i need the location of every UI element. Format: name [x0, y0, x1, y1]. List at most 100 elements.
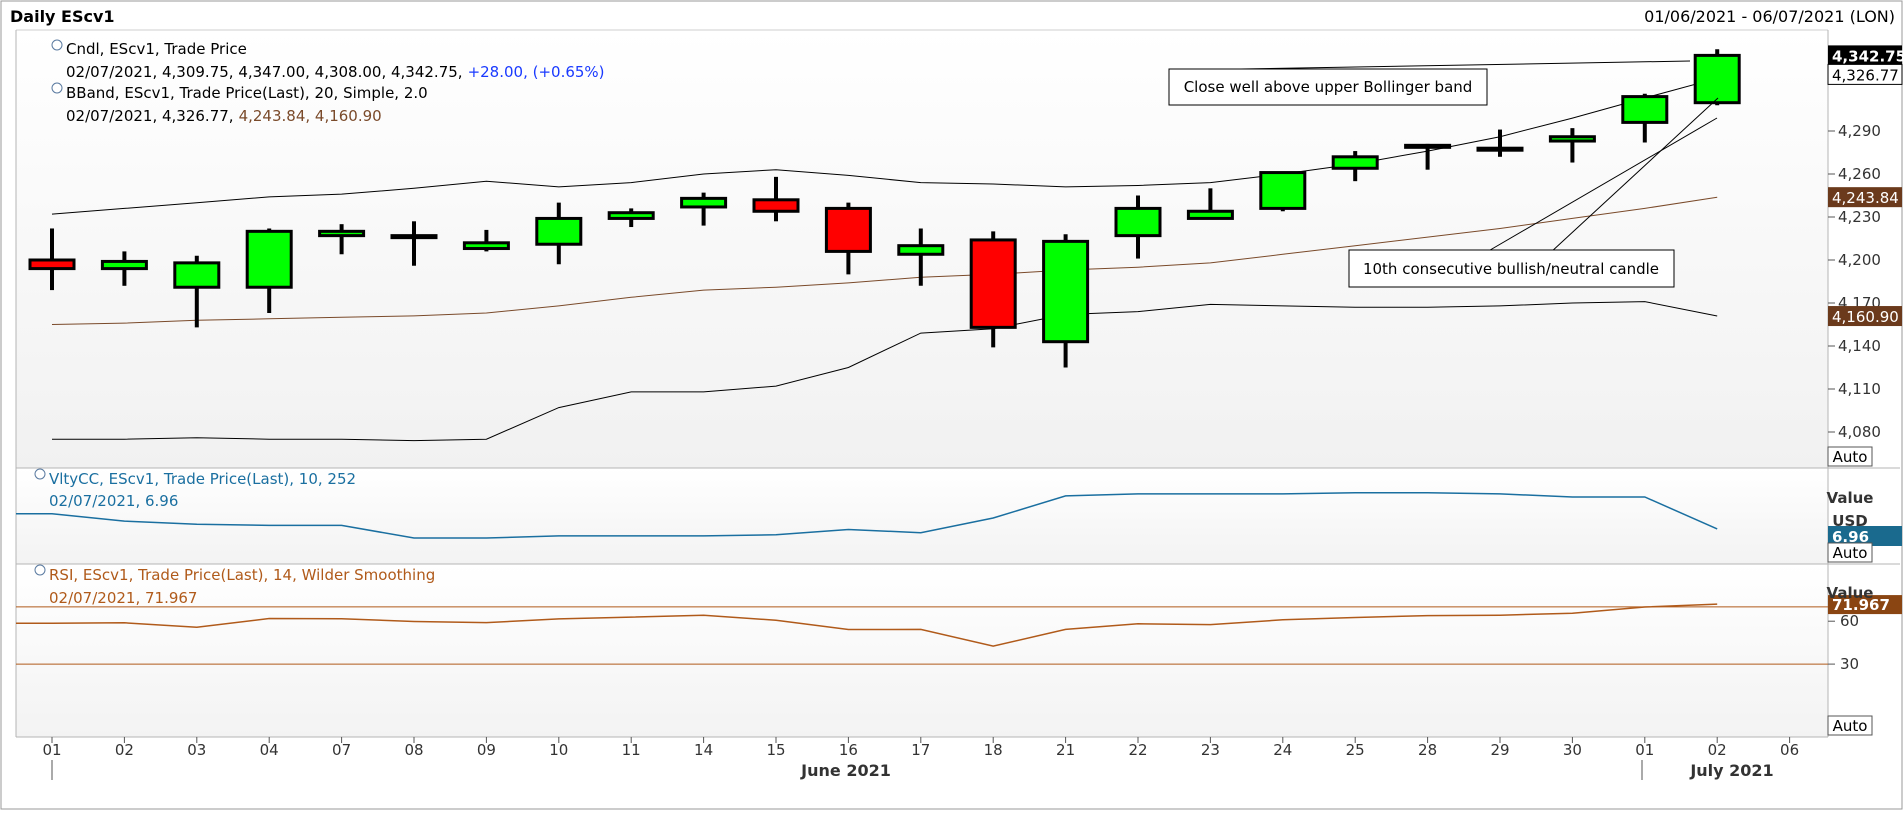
candle-body	[1331, 155, 1379, 170]
upper-band-badge-text: 4,326.77	[1832, 66, 1899, 84]
rsi-value-label: Value	[1827, 584, 1874, 602]
candle-body	[897, 244, 945, 256]
candle-body	[535, 216, 583, 246]
upper-band-badge	[1827, 63, 1903, 85]
candle-body	[1548, 135, 1596, 143]
date-range: 01/06/2021 - 06/07/2021 (LON)	[1644, 7, 1895, 26]
rsi-series-line	[16, 603, 1718, 647]
price-tick-label: 4,200	[1838, 251, 1881, 269]
candle-body	[1259, 171, 1307, 210]
month-label-july: July 2021	[1689, 761, 1773, 780]
last-price-badge	[1828, 45, 1902, 66]
x-tick-label: 01	[1635, 741, 1654, 759]
vlty-legend-title: VltyCC, EScv1, Trade Price(Last), 10, 25…	[49, 470, 356, 488]
price-tick-label: 4,290	[1838, 122, 1881, 140]
candle-body	[1476, 146, 1524, 152]
middle-band-badge-text: 4,243.84	[1832, 189, 1899, 207]
x-tick-label: 07	[332, 741, 351, 759]
x-tick-label: 28	[1418, 741, 1437, 759]
x-tick-label: 23	[1201, 741, 1220, 759]
candle-body	[1186, 209, 1234, 220]
cndl-legend-values: 02/07/2021, 4,309.75, 4,347.00, 4,308.00…	[66, 63, 605, 81]
price-tick-label: 4,230	[1838, 208, 1881, 226]
candle-body	[680, 196, 728, 209]
price-tick-label: 4,140	[1838, 337, 1881, 355]
legend-toggle-icon[interactable]	[51, 82, 63, 94]
x-tick-label: 09	[477, 741, 496, 759]
x-tick-label: 02	[1708, 741, 1727, 759]
x-tick-label: 29	[1490, 741, 1509, 759]
candle-body	[1621, 95, 1669, 124]
annotation-line	[1240, 60, 1691, 70]
price-tick-label: 4,080	[1838, 423, 1881, 441]
x-tick-label: 21	[1056, 741, 1075, 759]
price-tick-label: 4,110	[1838, 380, 1881, 398]
month-label-june: June 2021	[800, 761, 891, 780]
vlty-legend-values: 02/07/2021, 6.96	[49, 492, 178, 510]
annotation-box-upper-band[interactable]	[1168, 68, 1488, 106]
bband-legend-upper: 02/07/2021, 4,326.77,	[66, 107, 234, 125]
x-tick-label: 08	[404, 741, 423, 759]
lower-band-badge-text: 4,160.90	[1832, 308, 1899, 326]
legend-toggle-icon[interactable]	[34, 468, 46, 480]
svg-text:Auto: Auto	[1833, 448, 1868, 466]
bband-legend-mid-lower: 4,243.84, 4,160.90	[239, 107, 382, 125]
legend-toggle-icon[interactable]	[51, 39, 63, 51]
x-tick-label: 18	[984, 741, 1003, 759]
volatility-line	[16, 492, 1718, 539]
candle-body	[245, 229, 293, 289]
candle-body	[1042, 239, 1090, 344]
vlty-value-badge-text: 6.96	[1832, 528, 1869, 546]
vlty-auto-button[interactable]: Auto	[1827, 542, 1873, 563]
svg-text:Auto: Auto	[1833, 544, 1868, 562]
x-tick-label: 16	[839, 741, 858, 759]
rsi-auto-button[interactable]: Auto	[1827, 715, 1873, 736]
cndl-legend-change: +28.00, (+0.65%)	[468, 63, 605, 81]
x-tick-label: 14	[694, 741, 713, 759]
bband-middle-line	[51, 196, 1718, 325]
x-tick-label: 17	[911, 741, 930, 759]
vlty-series-line	[16, 492, 1718, 539]
price-auto-button[interactable]: Auto	[1827, 446, 1873, 467]
rsi-value-badge	[1828, 595, 1902, 615]
x-tick-label: 04	[260, 741, 279, 759]
rsi-tick-label: 30	[1840, 655, 1859, 673]
rsi-lines	[16, 603, 1828, 665]
rsi-value-badge-text: 71.967	[1832, 596, 1890, 614]
price-tick-label: 4,260	[1838, 165, 1881, 183]
annotation-box-consecutive[interactable]	[1348, 249, 1675, 288]
x-tick-label: 15	[766, 741, 785, 759]
x-tick-label: 30	[1563, 741, 1582, 759]
x-tick-label: 25	[1346, 741, 1365, 759]
volatility-panel[interactable]	[16, 468, 1828, 564]
chart-title: Daily EScv1	[10, 7, 115, 26]
candle-body	[824, 206, 872, 253]
axes: 4,2904,2604,2304,2004,1704,1404,1104,080…	[42, 45, 1903, 759]
svg-text:Auto: Auto	[1833, 717, 1868, 735]
x-tick-label: 06	[1780, 741, 1799, 759]
bband-lower-line	[52, 301, 1718, 442]
x-tick-label: 24	[1273, 741, 1292, 759]
x-tick-label: 02	[115, 741, 134, 759]
rsi-tick-label: 60	[1840, 612, 1859, 630]
candle-body	[318, 229, 366, 238]
rsi-legend-title: RSI, EScv1, Trade Price(Last), 14, Wilde…	[49, 566, 435, 584]
legend-toggle-icon[interactable]	[34, 564, 46, 576]
x-tick-label: 10	[549, 741, 568, 759]
rsi-panel[interactable]	[16, 564, 1828, 737]
candle-body	[1693, 53, 1741, 105]
bband-legend-values: 02/07/2021, 4,326.77, 4,243.84, 4,160.90	[66, 107, 382, 125]
candle-body	[173, 261, 221, 289]
cndl-legend-ohlc: 02/07/2021, 4,309.75, 4,347.00, 4,308.00…	[66, 63, 463, 81]
candle-body	[1404, 143, 1452, 149]
x-tick-label: 01	[42, 741, 61, 759]
candle-body	[100, 259, 148, 271]
candle-body	[28, 258, 76, 271]
annotation-upper-band-text: Close well above upper Bollinger band	[1184, 78, 1473, 96]
annotation-line	[1484, 117, 1718, 254]
bband-legend-title: BBand, EScv1, Trade Price(Last), 20, Sim…	[66, 84, 428, 102]
candle-body	[462, 241, 510, 251]
candle-body	[390, 234, 438, 240]
